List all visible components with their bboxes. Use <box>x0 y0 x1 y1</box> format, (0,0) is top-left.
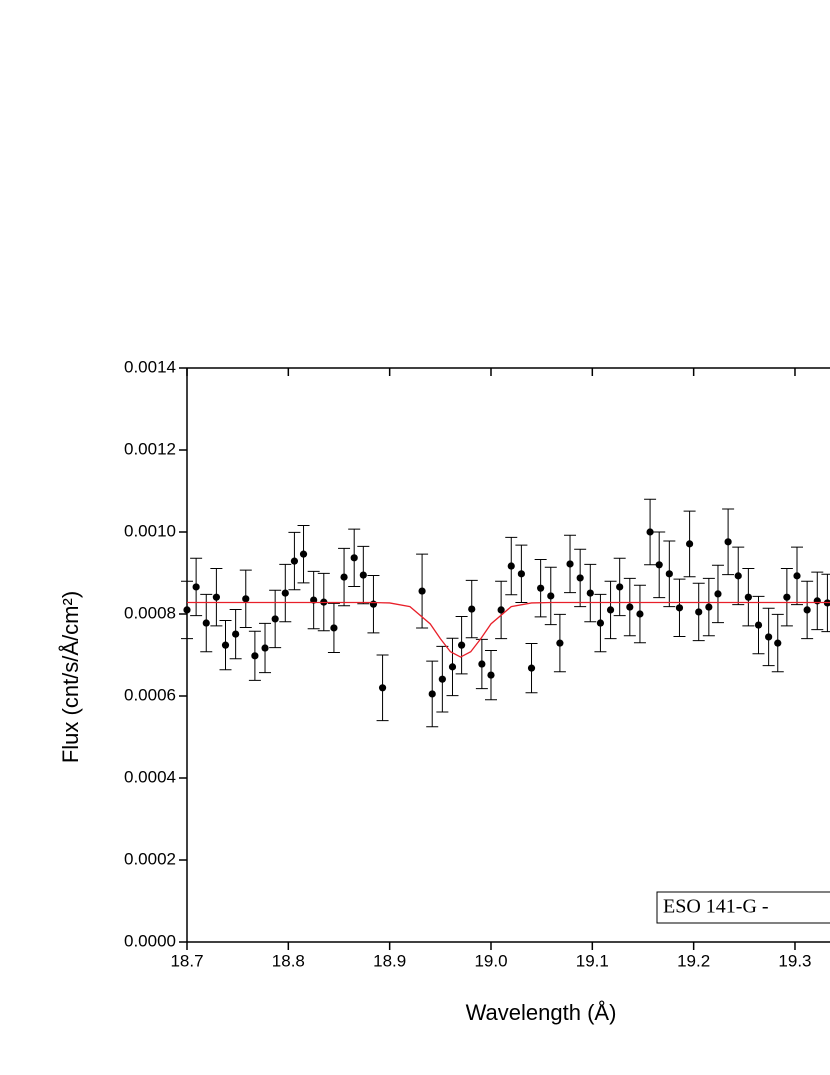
y-tick-label: 0.0002 <box>124 849 176 868</box>
x-tick-label: 18.7 <box>170 951 203 970</box>
data-point <box>299 550 308 558</box>
data-point <box>261 644 269 652</box>
x-axis-title: Wavelength (Å) <box>466 1000 617 1025</box>
data-point <box>714 590 722 598</box>
data-point <box>655 561 663 569</box>
x-tick-label: 19.3 <box>778 951 811 970</box>
y-tick-label: 0.0006 <box>124 685 176 704</box>
data-point <box>783 593 791 601</box>
data-point <box>212 593 220 601</box>
data-point <box>517 570 525 578</box>
data-point <box>310 596 318 604</box>
y-tick-label: 0.0014 <box>124 357 176 376</box>
data-point <box>369 600 378 608</box>
y-tick-label: 0.0004 <box>124 767 176 786</box>
annotation-box <box>656 891 830 924</box>
data-point <box>616 583 624 591</box>
data-point <box>556 639 564 647</box>
data-point <box>695 608 703 616</box>
data-point <box>803 606 811 614</box>
data-point <box>596 619 605 627</box>
data-point <box>281 589 289 597</box>
data-point <box>478 660 486 668</box>
data-point <box>537 584 545 592</box>
data-point <box>547 592 555 600</box>
data-point <box>458 641 466 649</box>
data-point <box>497 606 505 614</box>
y-tick-label: 0.0012 <box>124 439 176 458</box>
data-point <box>813 597 821 605</box>
data-point <box>330 624 338 632</box>
data-point <box>192 583 200 591</box>
data-point <box>202 619 210 627</box>
data-point <box>566 560 574 568</box>
data-point <box>359 571 367 579</box>
data-point <box>438 675 446 683</box>
x-tick-label: 18.8 <box>272 951 305 970</box>
data-point <box>271 615 279 623</box>
data-point <box>448 663 457 671</box>
data-point <box>665 570 673 578</box>
y-tick-label: 0.0008 <box>124 603 176 622</box>
data-point <box>221 641 230 649</box>
y-tick-label: 0.0000 <box>124 931 176 950</box>
y-axis-title: Flux (cnt/s/Å/cm²) <box>58 591 83 763</box>
annotation: ESO 141-G - <box>663 896 769 918</box>
data-point <box>576 574 584 582</box>
data-point <box>378 684 387 692</box>
data-point <box>340 573 348 581</box>
data-point <box>765 633 773 641</box>
data-point <box>793 572 801 580</box>
data-point <box>774 639 782 647</box>
data-point <box>418 587 426 595</box>
data-point <box>242 595 250 603</box>
data-point <box>487 671 495 679</box>
data-point <box>527 664 536 672</box>
data-point <box>428 690 436 698</box>
data-point <box>685 540 694 548</box>
x-tick-label: 19.1 <box>576 951 609 970</box>
data-point <box>586 589 594 597</box>
y-tick-label: 0.0010 <box>124 521 176 540</box>
x-tick-label: 19.2 <box>677 951 710 970</box>
data-point <box>636 610 644 618</box>
data-point <box>724 538 732 546</box>
x-tick-label: 18.9 <box>373 951 406 970</box>
data-point <box>350 554 358 562</box>
data-point <box>705 603 713 611</box>
data-point <box>232 630 240 638</box>
data-point <box>468 605 476 613</box>
data-point <box>183 606 191 614</box>
data-point <box>251 652 259 660</box>
data-point <box>754 621 763 629</box>
data-point <box>646 528 654 536</box>
data-point <box>507 562 515 570</box>
data-point <box>290 557 299 565</box>
data-point <box>734 572 742 580</box>
x-tick-label: 19.0 <box>474 951 507 970</box>
fit-line <box>187 601 830 658</box>
data-point <box>626 603 634 611</box>
data-point <box>606 606 615 614</box>
data-point <box>744 593 752 601</box>
data-point <box>675 604 684 612</box>
